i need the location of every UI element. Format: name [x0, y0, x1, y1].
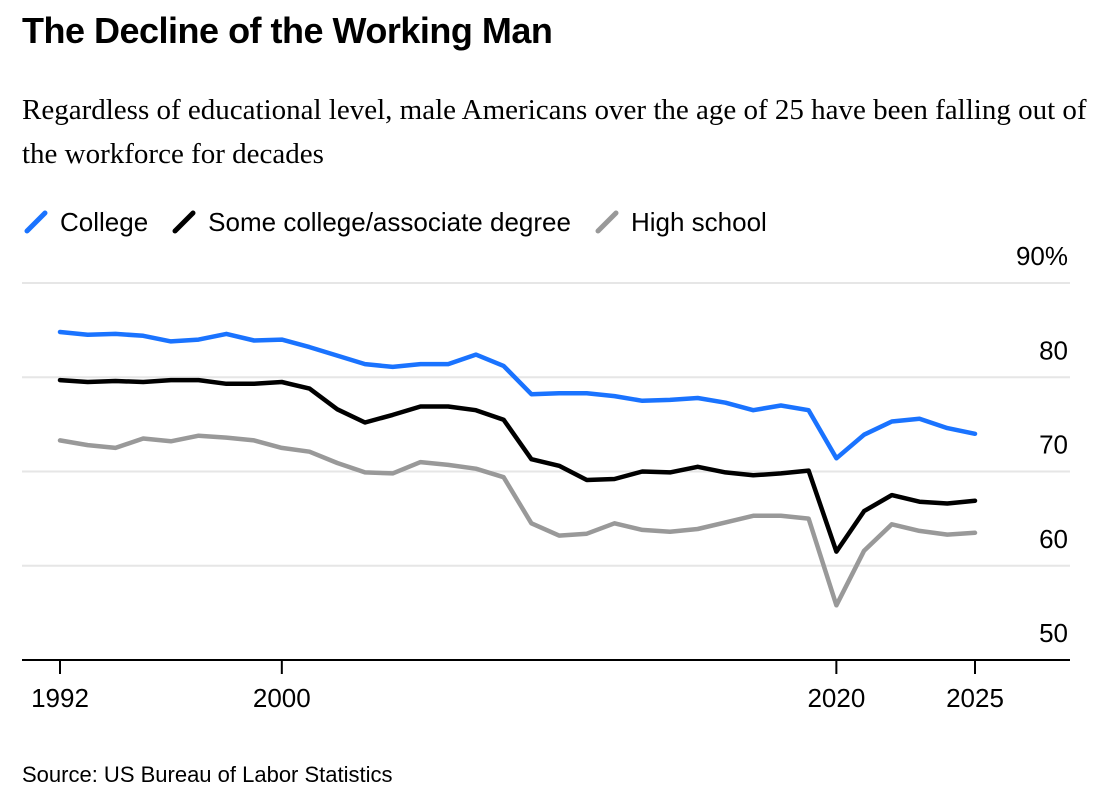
x-tick-label-1992: 1992 [31, 683, 89, 713]
legend-label-high-school: High school [630, 206, 767, 237]
x-tick-label-2000: 2000 [253, 683, 311, 713]
legend: College Some college/associate degree High… [22, 202, 789, 242]
legend-label-some-college-associate-degree: Some college/associate degree [208, 206, 571, 237]
chart-subtitle: Regardless of educational level, male Am… [22, 94, 1087, 170]
x-tick-label-2020: 2020 [807, 683, 865, 713]
legend-item-high-school: High school [593, 207, 767, 238]
y-tick-label-60: 60 [1039, 524, 1068, 554]
source-note: Source: US Bureau of Labor Statistics [22, 762, 393, 787]
legend-label-college: College [60, 206, 149, 237]
legend-swatch-college [24, 210, 48, 234]
y-tick-label-50: 50 [1039, 618, 1068, 648]
series-line-college [57, 329, 978, 461]
y-tick-label-70: 70 [1039, 430, 1068, 460]
legend-swatch-high-school [595, 210, 619, 234]
legend-swatch-some-college-associate-degree [172, 210, 196, 234]
legend-item-some-college-associate-degree: Some college/associate degree [170, 207, 571, 238]
legend-item-college: College [22, 207, 148, 238]
y-tick-label-80: 80 [1039, 335, 1068, 365]
chart-title: The Decline of the Working Man [22, 10, 553, 51]
series-line-high-school [57, 433, 978, 608]
y-tick-label-90: 90% [1016, 241, 1068, 271]
line-chart: 90% 80 70 60 50 1992 2000 2020 2025 [22, 241, 1070, 713]
series-line-some-college-associate-degree [57, 377, 978, 554]
x-tick-label-2025: 2025 [946, 683, 1004, 713]
